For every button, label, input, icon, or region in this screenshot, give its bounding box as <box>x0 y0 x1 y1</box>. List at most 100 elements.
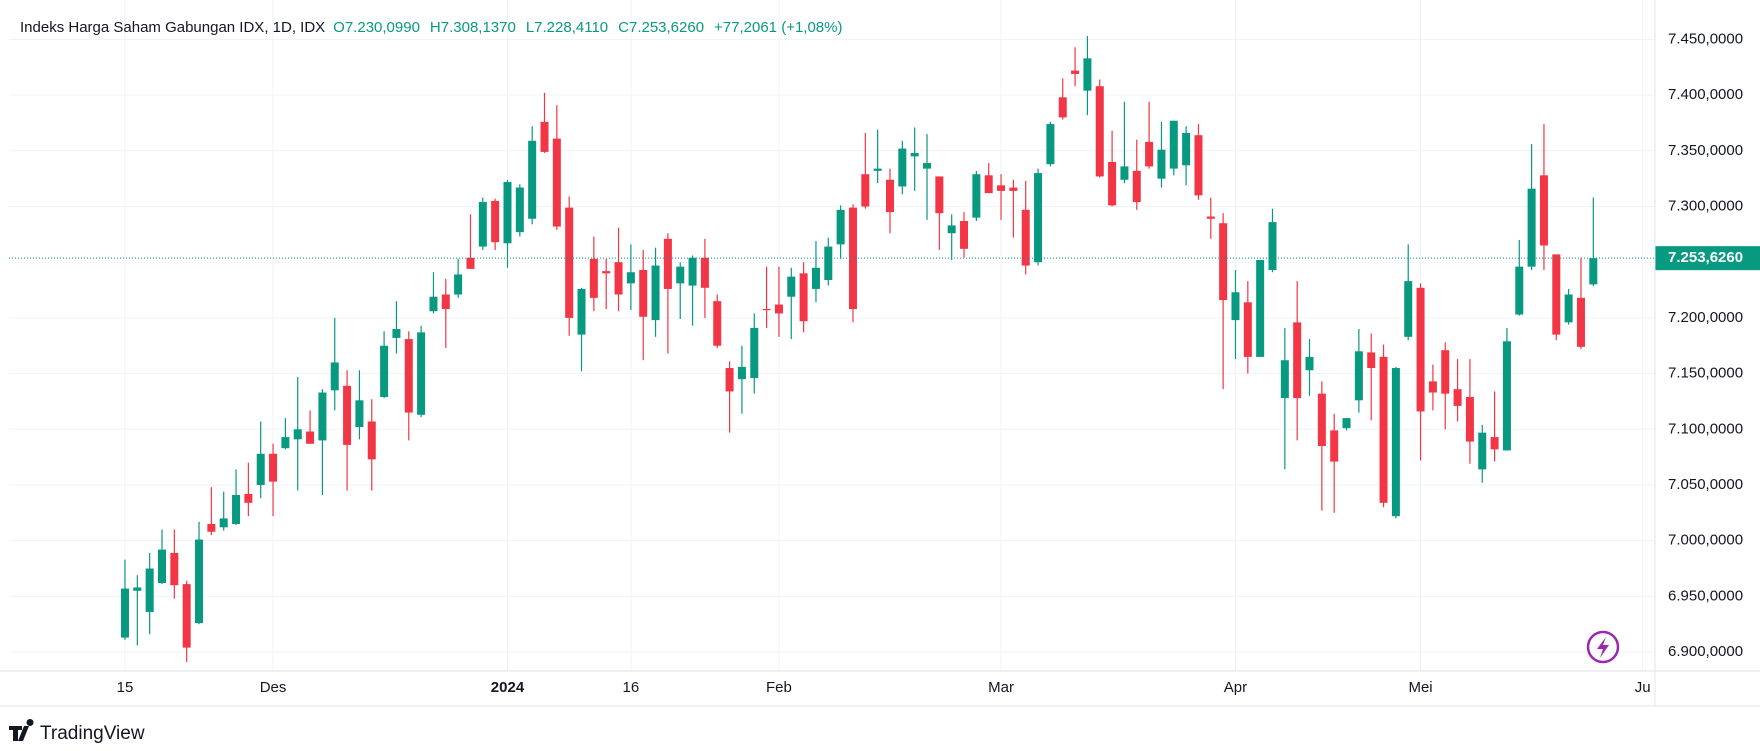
candle-body <box>984 175 993 194</box>
candle-body <box>515 187 524 233</box>
candle-body <box>1231 292 1240 321</box>
candle-body <box>614 262 623 295</box>
x-tick-label: Feb <box>766 679 792 696</box>
candle-body <box>972 174 981 218</box>
candle-body <box>1058 97 1067 118</box>
candle-body <box>1256 259 1265 357</box>
x-tick-label: Mei <box>1408 679 1432 696</box>
candle-body <box>626 272 635 284</box>
candle-body <box>898 148 907 187</box>
candle-body <box>663 238 672 289</box>
candle-body <box>1120 166 1129 180</box>
candle-body <box>676 266 685 284</box>
candle-body <box>762 308 771 311</box>
candle-body <box>330 362 339 391</box>
candle-body <box>774 304 783 314</box>
candle-body <box>343 385 352 445</box>
candle-body <box>1108 161 1117 206</box>
candle-body <box>1404 281 1413 337</box>
ohlc-label: H7.308,1370 <box>430 19 516 36</box>
candle-body <box>997 185 1006 191</box>
candle-body <box>602 271 611 274</box>
candle-body <box>219 518 228 528</box>
candle-body <box>281 437 290 449</box>
y-tick-label: 7.000,0000 <box>1668 532 1743 549</box>
candle-body <box>1317 393 1326 446</box>
candle-body <box>195 539 204 624</box>
candle-body <box>1206 216 1215 219</box>
candle-body <box>725 368 734 392</box>
candle-body <box>540 121 549 152</box>
x-tick-label: 15 <box>117 679 134 696</box>
candle-body <box>1589 258 1598 285</box>
y-tick-label: 7.100,0000 <box>1668 420 1743 437</box>
candle-body <box>1576 297 1585 347</box>
candle-body <box>1095 86 1104 177</box>
candle-body <box>1391 368 1400 517</box>
candle-body <box>935 176 944 214</box>
candle-body <box>318 392 327 441</box>
candle-body <box>1145 141 1154 167</box>
candle-body <box>1416 287 1425 412</box>
candle-body <box>120 588 129 638</box>
brand: TradingView <box>9 719 145 744</box>
chart-title: Indeks Harga Saham Gabungan IDX, 1D, IDX <box>20 19 325 36</box>
candle-body <box>737 366 746 380</box>
candle-body <box>811 267 820 289</box>
brand-logo <box>9 719 34 741</box>
candle-body <box>1379 356 1388 503</box>
x-tick-label: Des <box>260 679 287 696</box>
x-tick-label: 2024 <box>491 679 525 696</box>
candle-body <box>182 584 191 648</box>
y-tick-label: 7.300,0000 <box>1668 197 1743 214</box>
candle-body <box>1305 356 1314 371</box>
candle-body <box>1465 396 1474 442</box>
replay-icon[interactable] <box>1586 630 1620 664</box>
candle-body <box>1539 175 1548 246</box>
candle-body <box>577 288 586 335</box>
candle-body <box>824 246 833 281</box>
brand-name: TradingView <box>40 723 145 744</box>
candle-body <box>454 274 463 295</box>
candle-body <box>565 207 574 318</box>
candle-body <box>466 257 475 269</box>
candle-body <box>873 168 882 171</box>
x-tick-label: Apr <box>1224 679 1247 696</box>
ohlc-label: C7.253,6260 <box>618 19 704 36</box>
candle-body <box>1293 322 1302 399</box>
y-tick-label: 7.450,0000 <box>1668 30 1743 47</box>
candle-body <box>1502 341 1511 451</box>
candle-body <box>1367 352 1376 369</box>
x-tick-label: Ju <box>1635 679 1651 696</box>
x-tick-label: 16 <box>623 679 640 696</box>
change-label: +77,2061 (+1,08%) <box>714 19 842 36</box>
icon-circle <box>1586 630 1620 664</box>
candle-body <box>861 174 870 207</box>
candle-body <box>404 339 413 413</box>
candle-body <box>1441 350 1450 394</box>
candle-body <box>232 495 241 524</box>
candle-body <box>170 552 179 586</box>
candle-body <box>960 220 969 249</box>
candle-body <box>923 163 932 169</box>
candle-body <box>1083 58 1092 91</box>
y-tick-label: 7.200,0000 <box>1668 309 1743 326</box>
candle-body <box>1354 351 1363 401</box>
candle-body <box>207 523 216 532</box>
candle-body <box>1219 223 1228 301</box>
candle-body <box>269 453 278 482</box>
candle-body <box>885 179 894 213</box>
y-tick-label: 6.950,0000 <box>1668 587 1743 604</box>
candle-body <box>713 301 722 346</box>
candle-body <box>787 276 796 297</box>
candle-body <box>1071 70 1080 74</box>
candle-body <box>947 225 956 234</box>
y-tick-label: 7.400,0000 <box>1668 86 1743 103</box>
candles <box>9 36 1655 663</box>
candle-body <box>1552 254 1561 335</box>
y-tick-label: 7.350,0000 <box>1668 142 1743 159</box>
last-price-label: 7.253,6260 <box>1668 249 1743 266</box>
candle-body <box>491 200 500 243</box>
